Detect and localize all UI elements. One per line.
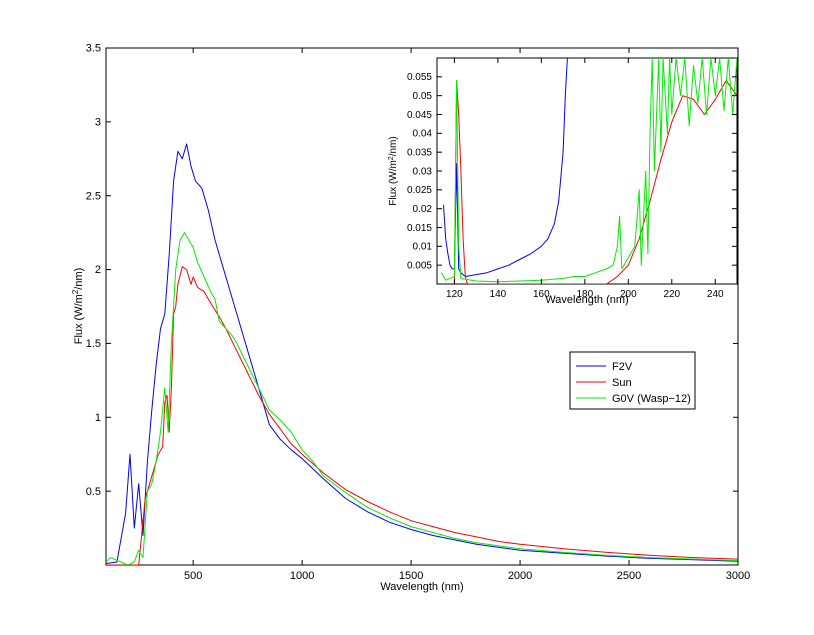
inset-series-line-1 — [443, 58, 568, 277]
inset-x-tick-label: 220 — [663, 289, 680, 300]
inset-series-group — [440, 58, 737, 284]
main-x-tick-label: 2500 — [617, 570, 641, 582]
main-y-tick-label: 0.5 — [86, 486, 101, 498]
inset-x-tick-label: 140 — [490, 289, 507, 300]
inset-x-tick-label: 180 — [576, 289, 593, 300]
main-series-line-3 — [106, 232, 738, 565]
main-y-axis-label: Flux (W/m2/nm) — [71, 268, 86, 345]
main-x-axis-label: Wavelength (nm) — [380, 581, 463, 593]
inset-y-tick-label: 0.035 — [407, 148, 432, 159]
legend-label-g0v: G0V (Wasp−12) — [612, 393, 691, 405]
main-axis-ticks: 500 1000 1500 2000 2500 3000 0.5 1 1.5 2 2.5 3 3.5 — [86, 43, 751, 582]
legend-label-f2v: F2V — [612, 361, 633, 373]
main-y-tick-label: 2.5 — [86, 190, 101, 202]
inset-y-tick-label: 0.03 — [413, 166, 433, 177]
main-y-tick-label: 2 — [95, 264, 101, 276]
inset-y-tick-label: 0.02 — [413, 204, 433, 215]
inset-y-tick-label: 0.01 — [413, 242, 433, 253]
main-y-tick-label: 1 — [95, 412, 101, 424]
legend-box — [569, 351, 696, 410]
main-series-group — [106, 143, 738, 565]
legend: F2V Sun G0V (Wasp−12) — [569, 351, 696, 410]
inset-y-tick-label: 0.05 — [413, 91, 433, 102]
inset-x-tick-label: 200 — [620, 289, 637, 300]
inset-series-line-3 — [440, 58, 737, 283]
main-y-tick-label: 1.5 — [86, 338, 101, 350]
main-x-tick-label: 1000 — [290, 570, 314, 582]
inset-x-tick-label: 160 — [533, 289, 550, 300]
inset-chart: 120 140 160 180 200 220 240 0.005 0.01 0.015 0.02 0… — [388, 57, 738, 306]
main-x-tick-label: 1500 — [399, 570, 423, 582]
main-y-tick-label: 3.5 — [86, 43, 101, 55]
main-x-tick-label: 3000 — [726, 570, 750, 582]
inset-y-tick-label: 0.025 — [407, 185, 432, 196]
inset-y-tick-label: 0.045 — [407, 110, 432, 121]
main-series-line-1 — [106, 143, 738, 564]
inset-y-tick-label: 0.015 — [407, 223, 432, 234]
inset-x-tick-label: 240 — [707, 289, 724, 300]
inset-axis-ticks: 120 140 160 180 200 220 240 0.005 0.01 0.015 0.02 0… — [407, 58, 737, 300]
main-x-tick-label: 500 — [184, 570, 202, 582]
inset-x-axis-label: Wavelength (nm) — [545, 294, 628, 306]
main-y-tick-label: 3 — [95, 117, 101, 129]
inset-y-axis-label: Flux (W/m2/nm) — [388, 136, 400, 205]
inset-y-tick-label: 0.055 — [407, 72, 432, 83]
main-x-tick-label: 2000 — [508, 570, 532, 582]
inset-y-tick-label: 0.04 — [413, 129, 433, 140]
legend-label-sun: Sun — [612, 377, 632, 389]
inset-y-tick-label: 0.005 — [407, 261, 432, 272]
inset-series-line-2 — [453, 80, 737, 284]
inset-x-tick-label: 120 — [446, 289, 463, 300]
